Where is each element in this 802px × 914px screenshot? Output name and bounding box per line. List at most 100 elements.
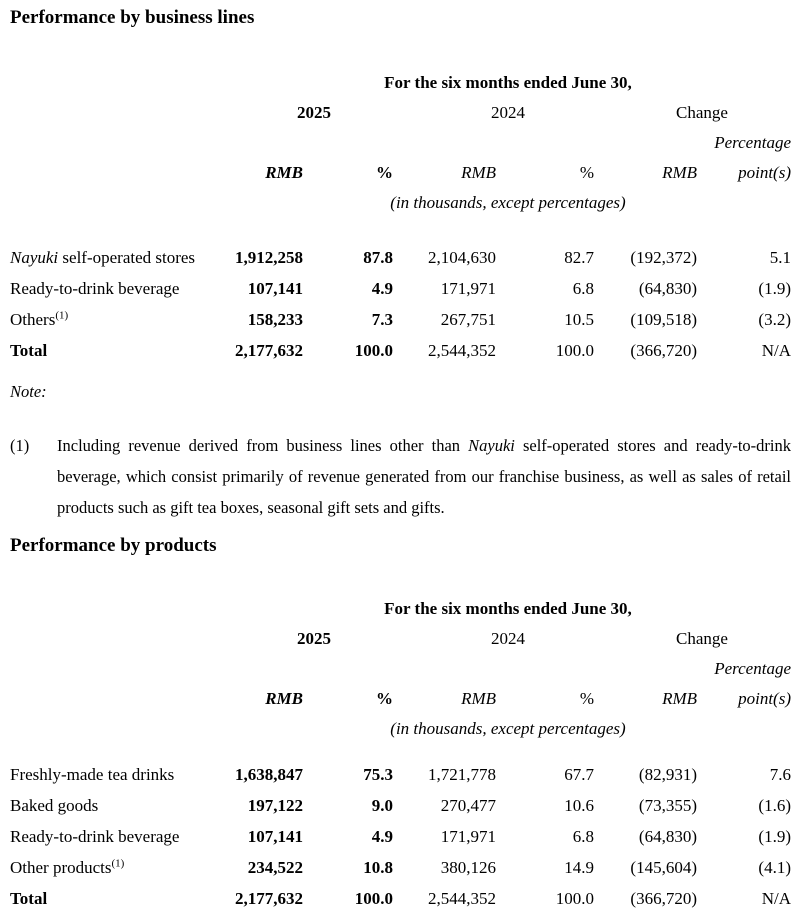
- rmb-2024-header: RMB: [461, 163, 496, 182]
- header-percentage-row: Percentage: [10, 654, 802, 684]
- cell-change-rmb: (82,931): [638, 765, 697, 784]
- row-label: Others(1): [10, 304, 210, 335]
- note-text-before: Including revenue derived from business …: [57, 436, 469, 455]
- table-row: Others(1) 158,233 7.3 267,751 10.5 (109,…: [10, 304, 802, 335]
- table-row: Other products(1) 234,522 10.8 380,126 1…: [10, 852, 802, 883]
- pct-2025-header: %: [376, 689, 393, 708]
- header-period-row: For the six months ended June 30,: [10, 68, 802, 98]
- note-marker: (1): [10, 436, 30, 455]
- row-label-text: Baked goods: [10, 796, 99, 815]
- cell-2024-rmb: 1,721,778: [428, 765, 496, 784]
- cell-change-pct: 5.1: [769, 248, 791, 267]
- row-label: Ready-to-drink beverage: [10, 273, 210, 304]
- row-label: Nayuki self-operated stores: [10, 242, 210, 273]
- units-note: (in thousands, except percentages): [390, 193, 626, 212]
- cell-change-pct: 7.6: [769, 765, 791, 784]
- cell-2025-rmb: 1,912,258: [235, 248, 303, 267]
- period-header: For the six months ended June 30,: [384, 73, 632, 92]
- cell-2025-rmb: 2,177,632: [235, 889, 303, 908]
- cell-change-pct: (3.2): [758, 310, 791, 329]
- cell-2024-rmb: 270,477: [440, 796, 496, 815]
- cell-2025-pct: 75.3: [363, 765, 393, 784]
- table-row: Baked goods 197,122 9.0 270,477 10.6 (73…: [10, 790, 802, 821]
- row-label: Baked goods: [10, 790, 210, 821]
- cell-change-pct: N/A: [761, 889, 791, 908]
- cell-2025-rmb: 197,122: [247, 796, 303, 815]
- table-row: Ready-to-drink beverage 107,141 4.9 171,…: [10, 273, 802, 304]
- cell-2025-pct: 9.0: [371, 796, 393, 815]
- cell-2024-rmb: 171,971: [440, 279, 496, 298]
- row-label-text: Total: [10, 341, 48, 360]
- rmb-change-header: RMB: [662, 163, 697, 182]
- rmb-2025-header: RMB: [265, 163, 303, 182]
- cell-2025-rmb: 1,638,847: [235, 765, 303, 784]
- note-item-1: (1) Including revenue derived from busin…: [10, 430, 791, 523]
- cell-change-rmb: (366,720): [630, 889, 697, 908]
- header-units-row: RMB % RMB % RMB point(s): [10, 158, 802, 188]
- cell-2024-pct: 6.8: [572, 279, 594, 298]
- section-title-products: Performance by products: [10, 535, 217, 556]
- points-header: point(s): [738, 163, 791, 182]
- cell-2025-rmb: 158,233: [247, 310, 303, 329]
- cell-2024-rmb: 171,971: [440, 827, 496, 846]
- cell-2025-rmb: 107,141: [247, 279, 303, 298]
- cell-2024-rmb: 2,544,352: [428, 341, 496, 360]
- cell-change-pct: N/A: [761, 341, 791, 360]
- cell-change-pct: (1.9): [758, 827, 791, 846]
- cell-change-pct: (1.6): [758, 796, 791, 815]
- percentage-label: Percentage: [714, 133, 791, 152]
- row-label-text: Others: [10, 310, 56, 329]
- cell-2024-pct: 10.6: [564, 796, 594, 815]
- cell-change-rmb: (145,604): [630, 858, 697, 877]
- cell-2024-pct: 6.8: [572, 827, 594, 846]
- business-lines-table-header: For the six months ended June 30, 2025 2…: [0, 68, 802, 218]
- row-label-text: Freshly-made tea drinks: [10, 765, 175, 784]
- year-2025-header: 2025: [297, 103, 331, 122]
- row-label: Ready-to-drink beverage: [10, 821, 210, 852]
- pct-2024-header: %: [579, 163, 594, 182]
- row-label: Other products(1): [10, 852, 210, 883]
- cell-change-pct: (4.1): [758, 858, 791, 877]
- note-text: Including revenue derived from business …: [57, 430, 791, 523]
- cell-2024-pct: 10.5: [564, 310, 594, 329]
- cell-2024-pct: 14.9: [564, 858, 594, 877]
- cell-change-rmb: (73,355): [638, 796, 697, 815]
- business-lines-table-body: Nayuki self-operated stores 1,912,258 87…: [0, 242, 802, 366]
- cell-2024-rmb: 2,544,352: [428, 889, 496, 908]
- row-label: Freshly-made tea drinks: [10, 759, 210, 790]
- cell-2024-pct: 82.7: [564, 248, 594, 267]
- cell-2025-pct: 100.0: [354, 889, 393, 908]
- cell-2025-pct: 4.9: [371, 827, 393, 846]
- points-header: point(s): [738, 689, 791, 708]
- row-label-text: Ready-to-drink beverage: [10, 827, 180, 846]
- products-table-header: For the six months ended June 30, 2025 2…: [0, 594, 802, 744]
- cell-change-rmb: (109,518): [630, 310, 697, 329]
- rmb-2025-header: RMB: [265, 689, 303, 708]
- row-label-text: Ready-to-drink beverage: [10, 279, 180, 298]
- year-2025-header: 2025: [297, 629, 331, 648]
- table-row: Ready-to-drink beverage 107,141 4.9 171,…: [10, 821, 802, 852]
- row-label-text: Other products: [10, 858, 112, 877]
- note-text-after: self-operated stores and ready-to-drink …: [57, 436, 791, 517]
- cell-2024-pct: 100.0: [555, 889, 594, 908]
- header-thousands-row: (in thousands, except percentages): [10, 714, 802, 744]
- change-header: Change: [676, 629, 728, 648]
- rmb-change-header: RMB: [662, 689, 697, 708]
- pct-2025-header: %: [376, 163, 393, 182]
- row-label-italic: Nayuki: [10, 248, 59, 267]
- header-year-row: 2025 2024 Change: [10, 624, 802, 654]
- note-label: Note:: [10, 382, 47, 401]
- cell-2024-rmb: 267,751: [440, 310, 496, 329]
- cell-2025-pct: 10.8: [363, 858, 393, 877]
- table-row: Nayuki self-operated stores 1,912,258 87…: [10, 242, 802, 273]
- row-label-footnote-ref: (1): [111, 857, 125, 870]
- row-label-text: self-operated stores: [58, 248, 196, 267]
- header-units-row: RMB % RMB % RMB point(s): [10, 684, 802, 714]
- table-row-total: Total 2,177,632 100.0 2,544,352 100.0 (3…: [10, 883, 802, 914]
- year-2024-header: 2024: [491, 629, 525, 648]
- change-header: Change: [676, 103, 728, 122]
- cell-2025-pct: 4.9: [371, 279, 393, 298]
- cell-2025-pct: 7.3: [371, 310, 393, 329]
- section-title-business-lines: Performance by business lines: [10, 7, 255, 28]
- row-label-footnote-ref: (1): [55, 309, 69, 322]
